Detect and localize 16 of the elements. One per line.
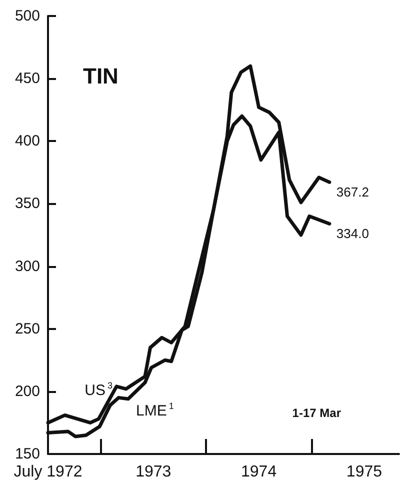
y-tick-label: 400	[14, 132, 40, 150]
x-tick-label: 1973	[136, 464, 172, 480]
annotation: 1-17 Mar	[292, 406, 342, 420]
data-label: 367.2	[336, 184, 369, 200]
y-tick-label: 150	[14, 446, 40, 462]
y-tick-label: 250	[14, 320, 40, 338]
x-tick-label: 1974	[241, 464, 277, 480]
y-tick-label: 350	[14, 195, 40, 212]
x-tick-label: 1975	[346, 464, 382, 480]
data-label: 334.0	[336, 226, 369, 242]
text: TIN	[83, 64, 118, 88]
y-tick-label: 300	[14, 258, 40, 275]
x-tick-label: July 1972	[14, 464, 82, 480]
y-tick-label: 200	[14, 382, 40, 400]
y-tick-label: 450	[14, 70, 40, 88]
y-tick-label: 500	[14, 8, 40, 24]
